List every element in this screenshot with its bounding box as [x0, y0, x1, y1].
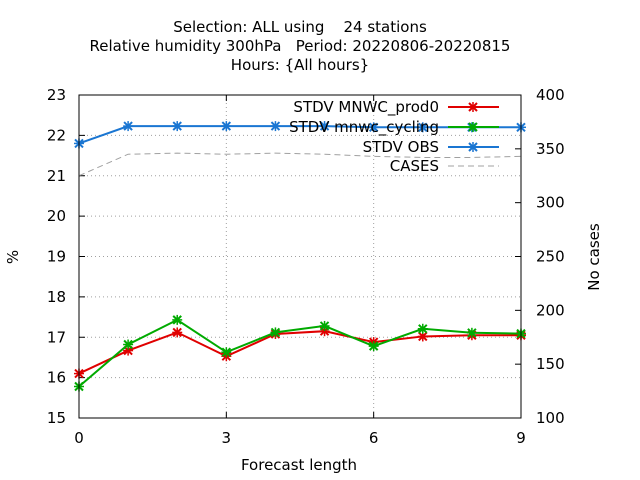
- data-point: [368, 341, 379, 352]
- title-line-3: Hours: {All hours}: [231, 56, 369, 74]
- legend-label: STDV OBS: [363, 138, 439, 156]
- y-tick-label: 17: [47, 328, 66, 346]
- y2-tick-label: 250: [536, 248, 565, 266]
- legend-marker: [468, 122, 478, 132]
- x-tick-label: 9: [516, 429, 526, 447]
- series-stdv-mnwc-cycling: [74, 314, 526, 392]
- legend-marker: [468, 142, 478, 152]
- chart-title: Selection: ALL using 24 stations Relativ…: [90, 18, 511, 74]
- y-tick-label: 16: [47, 369, 66, 387]
- data-point: [319, 121, 330, 132]
- data-point: [417, 122, 428, 133]
- series-line: [78, 330, 521, 375]
- y2-tick-label: 350: [536, 140, 565, 158]
- x-tick-label: 6: [369, 429, 379, 447]
- data-point: [417, 323, 428, 334]
- data-point: [221, 121, 232, 132]
- y-tick-label: 22: [47, 126, 66, 144]
- y-tick-label: 19: [47, 248, 66, 266]
- y-tick-label: 15: [47, 409, 66, 427]
- series-layer: [74, 121, 526, 392]
- y-tick-label: 23: [47, 86, 66, 104]
- y2-axis-label: No cases: [585, 223, 603, 291]
- data-point: [221, 347, 232, 358]
- plot-border: [78, 94, 522, 419]
- series-line: [78, 125, 521, 145]
- series-line: [78, 318, 522, 388]
- data-point: [123, 121, 134, 132]
- legend-marker: [468, 102, 478, 112]
- data-point: [123, 339, 134, 350]
- data-point: [270, 327, 281, 338]
- data-point: [368, 122, 379, 133]
- title-line-1: Selection: ALL using 24 stations: [173, 18, 427, 36]
- legend-label: STDV mnwc_cycling: [289, 118, 439, 137]
- data-point: [270, 121, 281, 132]
- data-point: [172, 327, 183, 338]
- title-line-2: Relative humidity 300hPa Period: 2022080…: [90, 37, 511, 55]
- series-cases: [78, 152, 522, 177]
- y-tick-label: 21: [47, 167, 66, 185]
- y-axis-label: %: [4, 250, 22, 264]
- series-line: [78, 152, 522, 177]
- y2-tick-label: 400: [536, 86, 565, 104]
- y2-tick-label: 100: [536, 409, 565, 427]
- data-point: [466, 327, 477, 338]
- data-point: [172, 314, 183, 325]
- y2-tick-label: 150: [536, 355, 565, 373]
- y-tick-label: 20: [47, 207, 66, 225]
- legend-label: CASES: [390, 157, 439, 175]
- x-tick-label: 3: [222, 429, 232, 447]
- legend-label: STDV MNWC_prod0: [293, 98, 439, 117]
- y-tick-label: 18: [47, 288, 66, 306]
- x-axis-label: Forecast length: [241, 456, 357, 474]
- series-stdv-mnwc-prod0: [74, 326, 526, 379]
- series-stdv-obs: [74, 121, 526, 149]
- y2-tick-label: 200: [536, 301, 565, 319]
- grid: [79, 95, 521, 418]
- x-tick-label: 0: [74, 429, 84, 447]
- data-point: [172, 121, 183, 132]
- data-point: [319, 320, 330, 331]
- axis-ticks: 0 3 6 9 15 16 17 18 19 20 21 22 23 100 150 200 250 300 350…: [47, 86, 565, 447]
- y2-tick-label: 300: [536, 194, 565, 212]
